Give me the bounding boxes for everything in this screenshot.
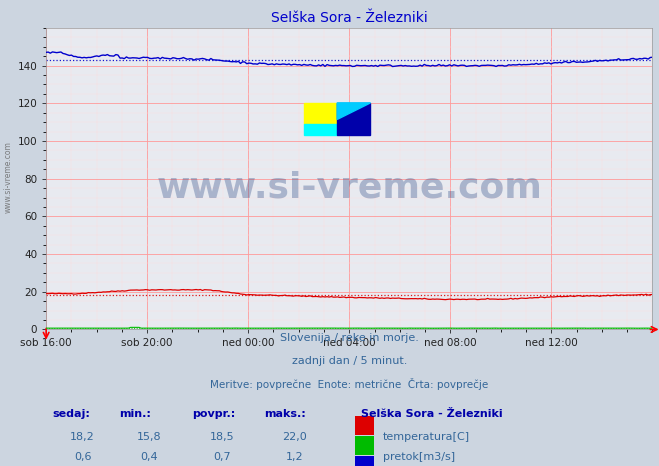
Text: 22,0: 22,0 [282, 432, 307, 442]
Text: pretok[m3/s]: pretok[m3/s] [383, 452, 455, 462]
Bar [304, 124, 337, 135]
Text: 18,2: 18,2 [70, 432, 95, 442]
Polygon shape [337, 103, 370, 119]
Text: 15,8: 15,8 [137, 432, 161, 442]
Text: Selška Sora - Železniki: Selška Sora - Železniki [361, 409, 503, 418]
Text: 0,4: 0,4 [140, 452, 158, 462]
Text: sedaj:: sedaj: [52, 409, 90, 418]
Text: Meritve: povprečne  Enote: metrične  Črta: povprečje: Meritve: povprečne Enote: metrične Črta:… [210, 378, 488, 390]
Bar [337, 103, 370, 135]
FancyBboxPatch shape [355, 417, 374, 435]
Text: maks.:: maks.: [264, 409, 306, 418]
Text: 0,6: 0,6 [74, 452, 91, 462]
Text: zadnji dan / 5 minut.: zadnji dan / 5 minut. [291, 356, 407, 366]
Text: 0,7: 0,7 [213, 452, 231, 462]
Text: min.:: min.: [119, 409, 151, 418]
Text: www.si-vreme.com: www.si-vreme.com [156, 171, 542, 205]
Text: temperatura[C]: temperatura[C] [383, 432, 470, 442]
Bar [304, 103, 337, 124]
Text: 1,2: 1,2 [286, 452, 304, 462]
Text: povpr.:: povpr.: [192, 409, 235, 418]
FancyBboxPatch shape [355, 436, 374, 455]
Title: Selška Sora - Železniki: Selška Sora - Železniki [271, 11, 428, 26]
Text: www.si-vreme.com: www.si-vreme.com [3, 141, 13, 213]
FancyBboxPatch shape [355, 456, 374, 466]
Text: Slovenija / reke in morje.: Slovenija / reke in morje. [280, 333, 418, 343]
Text: 18,5: 18,5 [210, 432, 234, 442]
